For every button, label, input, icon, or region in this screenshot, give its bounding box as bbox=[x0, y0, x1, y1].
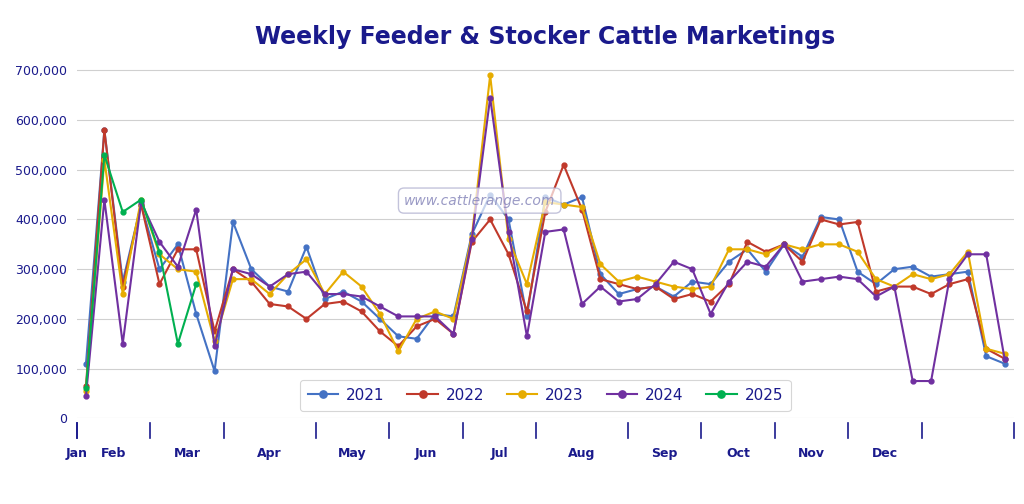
Title: Weekly Feeder & Stocker Cattle Marketings: Weekly Feeder & Stocker Cattle Marketing… bbox=[255, 25, 836, 49]
2024 bbox=[374, 303, 386, 309]
2023 bbox=[374, 311, 386, 317]
2024 bbox=[705, 311, 717, 317]
2021 bbox=[318, 296, 331, 302]
2022 bbox=[760, 249, 772, 255]
Text: Jun: Jun bbox=[415, 447, 437, 460]
Text: Dec: Dec bbox=[872, 447, 898, 460]
2024 bbox=[355, 293, 368, 299]
Text: Jul: Jul bbox=[490, 447, 508, 460]
2023 bbox=[80, 388, 92, 394]
Text: Feb: Feb bbox=[100, 447, 126, 460]
Line: 2024: 2024 bbox=[84, 95, 1007, 398]
2023 bbox=[980, 346, 992, 352]
Text: Oct: Oct bbox=[726, 447, 751, 460]
2023 bbox=[484, 72, 497, 78]
Text: www.cattlerange.com: www.cattlerange.com bbox=[404, 194, 555, 208]
Legend: 2021, 2022, 2023, 2024, 2025: 2021, 2022, 2023, 2024, 2025 bbox=[300, 381, 791, 411]
2021 bbox=[392, 333, 404, 339]
2021 bbox=[411, 336, 423, 342]
2023 bbox=[998, 351, 1011, 357]
2021 bbox=[998, 361, 1011, 367]
2024 bbox=[80, 393, 92, 399]
Text: Jan: Jan bbox=[66, 447, 88, 460]
2024 bbox=[484, 95, 497, 101]
Text: May: May bbox=[338, 447, 367, 460]
2024 bbox=[998, 356, 1011, 362]
2023 bbox=[705, 284, 717, 290]
2022 bbox=[980, 346, 992, 352]
2022 bbox=[998, 356, 1011, 362]
2021 bbox=[778, 241, 791, 247]
Text: Mar: Mar bbox=[173, 447, 201, 460]
2022 bbox=[80, 383, 92, 389]
Line: 2025: 2025 bbox=[84, 152, 199, 391]
Text: Nov: Nov bbox=[798, 447, 825, 460]
2021 bbox=[98, 127, 111, 133]
2021 bbox=[80, 361, 92, 367]
Text: Aug: Aug bbox=[568, 447, 596, 460]
2025 bbox=[80, 386, 92, 392]
2024 bbox=[760, 264, 772, 270]
2023 bbox=[355, 284, 368, 290]
Line: 2021: 2021 bbox=[84, 128, 1007, 373]
2024 bbox=[980, 251, 992, 258]
2022 bbox=[705, 298, 717, 304]
2024 bbox=[282, 271, 294, 277]
Text: Sep: Sep bbox=[651, 447, 678, 460]
Text: Apr: Apr bbox=[257, 447, 282, 460]
2022 bbox=[98, 127, 111, 133]
2023 bbox=[282, 271, 294, 277]
2021 bbox=[723, 259, 735, 265]
Line: 2022: 2022 bbox=[84, 128, 1007, 389]
Line: 2023: 2023 bbox=[84, 73, 1007, 394]
2022 bbox=[300, 316, 312, 322]
2023 bbox=[760, 251, 772, 258]
2021 bbox=[980, 353, 992, 359]
2022 bbox=[374, 328, 386, 334]
2021 bbox=[209, 368, 221, 374]
2022 bbox=[392, 343, 404, 349]
